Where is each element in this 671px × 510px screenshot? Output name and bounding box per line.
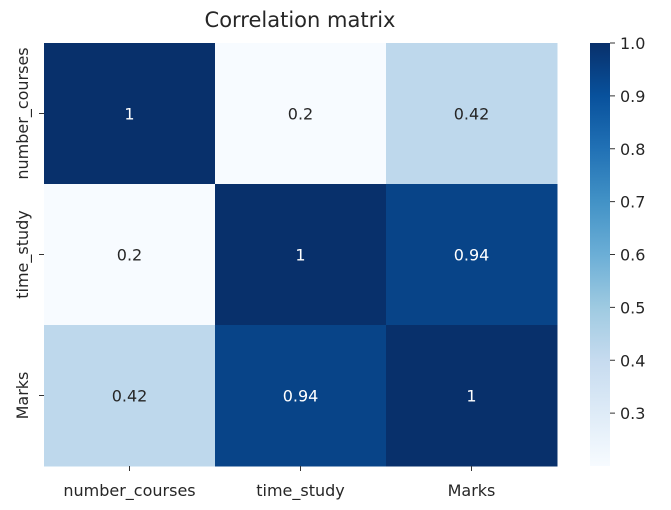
x-tick-label: time_study	[256, 481, 345, 501]
x-tick-label: number_courses	[63, 481, 195, 501]
heatmap-cell	[386, 43, 558, 185]
colorbar-ticks: 0.3 0.4 0.5 0.6 0.7 0.8 0.9 1.0	[610, 34, 645, 423]
heatmap-cell	[386, 325, 558, 467]
colorbar-tick-label: 0.7	[620, 193, 645, 212]
x-tick-label: Marks	[448, 481, 496, 500]
heatmap-cell	[386, 184, 558, 326]
x-axis-ticks: number_courses time_study Marks	[63, 466, 495, 501]
cell-value-label: 1	[124, 105, 134, 124]
cell-value-label: 0.94	[454, 246, 490, 265]
y-tick-label: Marks	[13, 372, 32, 420]
colorbar-tick-label: 0.4	[620, 351, 645, 370]
cell-value-label: 1	[295, 246, 305, 265]
cell-value-label: 0.42	[112, 387, 148, 406]
cell-value-label: 0.2	[117, 246, 142, 265]
cell-value-label: 0.2	[288, 105, 313, 124]
heatmap-annotations: 1 0.2 0.42 0.2 1 0.94 0.42 0.94 1	[112, 105, 490, 406]
cell-value-label: 0.42	[454, 105, 490, 124]
colorbar-tick-label: 0.3	[620, 404, 645, 423]
chart-title: Correlation matrix	[204, 8, 396, 32]
colorbar-tick-label: 0.6	[620, 246, 645, 265]
heatmap-cell	[44, 43, 216, 185]
cell-value-label: 1	[466, 387, 476, 406]
colorbar-tick-label: 1.0	[620, 34, 645, 53]
heatmap-cells	[44, 43, 558, 467]
heatmap-cell	[215, 43, 387, 185]
heatmap-cell	[44, 184, 216, 326]
colorbar	[590, 43, 610, 466]
cell-value-label: 0.94	[283, 387, 319, 406]
heatmap-cell	[44, 325, 216, 467]
colorbar-tick-label: 0.9	[620, 87, 645, 106]
y-tick-label: time_study	[13, 210, 33, 299]
heatmap-cell	[215, 184, 387, 326]
heatmap-cell	[215, 325, 387, 467]
y-tick-label: number_courses	[13, 47, 33, 179]
colorbar-tick-label: 0.5	[620, 298, 645, 317]
y-axis-ticks: number_courses time_study Marks	[13, 47, 44, 419]
colorbar-tick-label: 0.8	[620, 140, 645, 159]
